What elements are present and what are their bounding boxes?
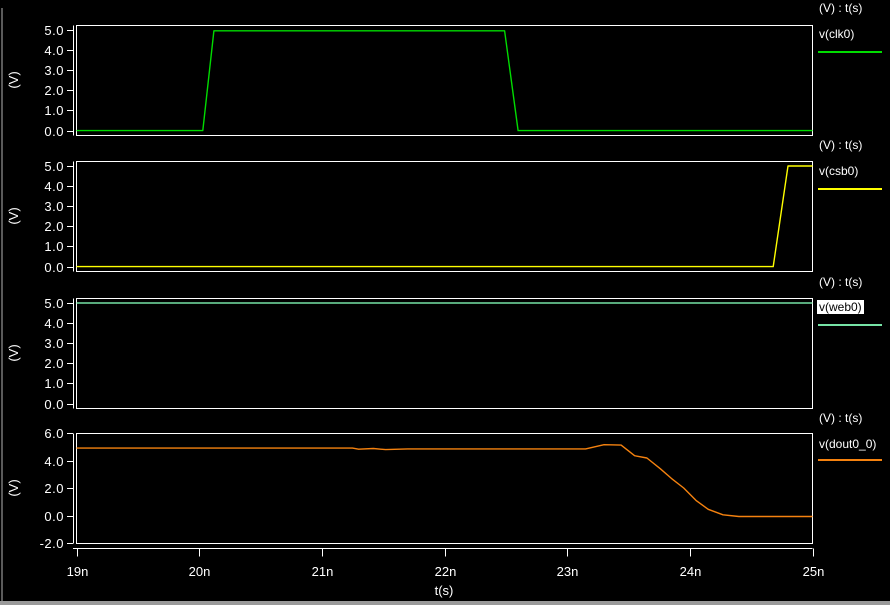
y-tick-label: 5.0 — [44, 295, 64, 311]
y-tick-label: 4.0 — [44, 178, 64, 194]
y-tick-label: 1.0 — [44, 102, 64, 118]
y-tick-label: 0.0 — [44, 508, 64, 524]
x-tick-label: 23n — [556, 564, 579, 579]
legend-swatch-web0 — [818, 324, 882, 326]
legend-swatch-csb0 — [818, 188, 882, 190]
y-tick-label: 3.0 — [44, 62, 64, 78]
y-tick-label: 3.0 — [44, 198, 64, 214]
x-axis-title: t(s) — [434, 583, 454, 598]
y-tick-label: 2.0 — [44, 355, 64, 371]
y-tick-label: 4.0 — [44, 315, 64, 331]
y-tick-label: 4.0 — [44, 42, 64, 58]
legend-label-csb0[interactable]: v(csb0) — [819, 164, 859, 178]
legend-label-web0[interactable]: v(web0) — [817, 300, 864, 314]
x-tick-label: 20n — [188, 564, 211, 579]
legend-swatch-dout0 — [818, 459, 882, 461]
y-tick-label: 4.0 — [44, 453, 64, 469]
y-tick-label: 1.0 — [44, 238, 64, 254]
panel-1-axis-title: (V) : t(s) — [819, 1, 863, 15]
x-tick-label: 24n — [679, 564, 702, 579]
y-tick-label: 2.0 — [44, 82, 64, 98]
legend-swatch-clk0 — [818, 51, 882, 53]
y-tick-label: -2.0 — [39, 535, 64, 551]
y-tick-label: 0.0 — [44, 123, 64, 139]
y-tick-label: 6.0 — [44, 425, 64, 441]
y-tick-label: 0.0 — [44, 396, 64, 412]
panel-2-axis-title: (V) : t(s) — [819, 138, 863, 152]
panel-3-axis-title: (V) : t(s) — [819, 275, 863, 289]
y-tick-label: 5.0 — [44, 22, 64, 38]
y-tick-label: 0.0 — [44, 259, 64, 275]
window-left-border — [1, 8, 3, 605]
window-bottom-edge[interactable] — [0, 601, 890, 605]
y-tick-label: 5.0 — [44, 158, 64, 174]
legend-label-clk0[interactable]: v(clk0) — [819, 27, 855, 41]
x-tick-label: 25n — [802, 564, 825, 579]
y-tick-label: 2.0 — [44, 218, 64, 234]
x-tick-label: 22n — [434, 564, 457, 579]
y-tick-label: 3.0 — [44, 335, 64, 351]
panel-4-axis-title: (V) : t(s) — [819, 411, 863, 425]
legend-label-dout0[interactable]: v(dout0_0) — [819, 437, 877, 451]
x-tick-label: 21n — [311, 564, 334, 579]
y-tick-label: 1.0 — [44, 375, 64, 391]
y-tick-label: 2.0 — [44, 480, 64, 496]
x-tick-label: 19n — [66, 564, 89, 579]
